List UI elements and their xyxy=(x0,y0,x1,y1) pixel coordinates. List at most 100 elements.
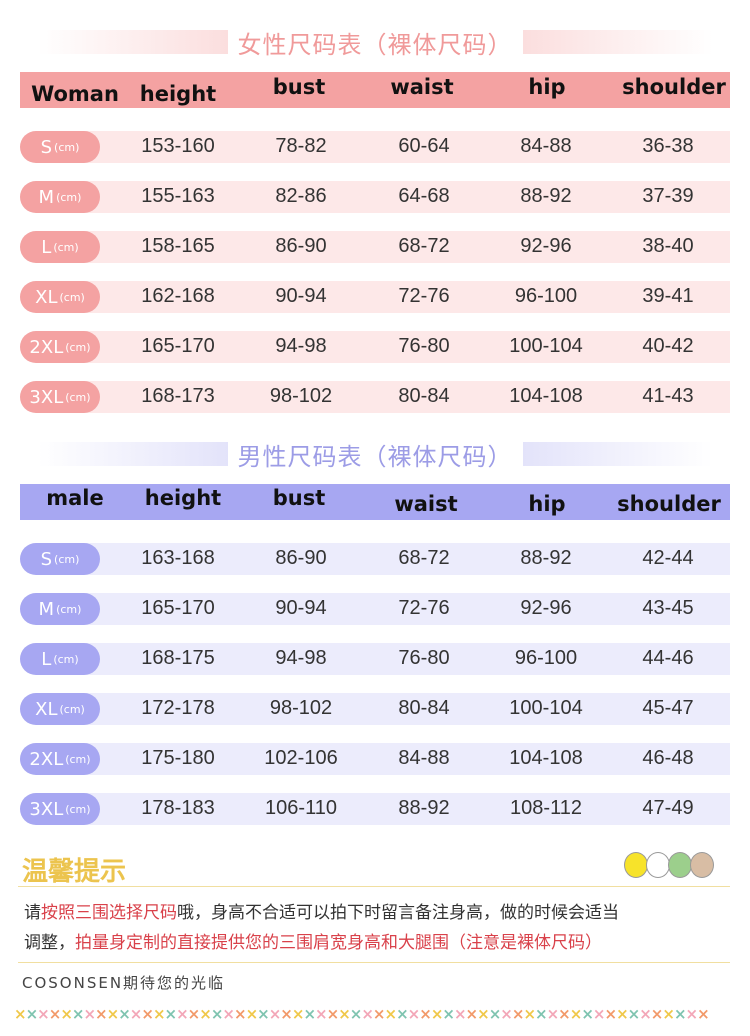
table-cell: 72-76 xyxy=(398,597,450,619)
cross-stitch-border: ××××××××××××××××××××××××××××××××××××××××… xyxy=(14,1005,710,1023)
table-cell: 172-178 xyxy=(141,697,215,719)
table-cell: 106-110 xyxy=(265,797,337,819)
men-header-row: male height bust waist hip shoulder xyxy=(20,484,730,520)
brand-text: COSONSEN期待您的光临 xyxy=(22,974,226,992)
highlighted-text: 拍量身定制的直接提供您的三围肩宽身高和大腿围（注意是裸体尺码） xyxy=(75,933,602,953)
table-cell: 45-47 xyxy=(642,697,694,719)
size-label: 3XL xyxy=(29,386,64,408)
table-row: XL (cm) 162-168 90-94 72-76 96-100 39-41 xyxy=(20,281,730,313)
unit-label: (cm) xyxy=(65,340,91,354)
row-background xyxy=(60,593,730,625)
table-cell: 168-175 xyxy=(141,647,215,669)
row-background xyxy=(60,743,730,775)
size-badge: S (cm) xyxy=(20,543,100,575)
size-label: 2XL xyxy=(29,336,64,358)
table-row: S (cm) 163-168 86-90 68-72 88-92 42-44 xyxy=(20,543,730,575)
size-badge: 2XL (cm) xyxy=(20,331,100,363)
table-cell: 86-90 xyxy=(275,235,327,257)
table-row: L (cm) 158-165 86-90 68-72 92-96 38-40 xyxy=(20,231,730,263)
table-row: 2XL (cm) 175-180 102-106 84-88 104-108 46-48 xyxy=(20,743,730,775)
unit-label: (cm) xyxy=(53,652,79,666)
column-header: shoulder xyxy=(622,75,726,99)
table-row: L (cm) 168-175 94-98 76-80 96-100 44-46 xyxy=(20,643,730,675)
table-cell: 168-173 xyxy=(141,385,215,407)
size-badge: 3XL (cm) xyxy=(20,381,100,413)
row-background xyxy=(60,793,730,825)
table-cell: 82-86 xyxy=(275,185,327,207)
row-background xyxy=(60,181,730,213)
table-cell: 165-170 xyxy=(141,335,215,357)
table-cell: 162-168 xyxy=(141,285,215,307)
row-background xyxy=(60,131,730,163)
size-badge: L (cm) xyxy=(20,643,100,675)
table-cell: 155-163 xyxy=(141,185,215,207)
divider xyxy=(18,962,730,963)
table-row: S (cm) 153-160 78-82 60-64 84-88 36-38 xyxy=(20,131,730,163)
table-row: 3XL (cm) 178-183 106-110 88-92 108-112 47-49 xyxy=(20,793,730,825)
table-cell: 40-42 xyxy=(642,335,694,357)
decor-bar xyxy=(522,442,713,466)
table-cell: 163-168 xyxy=(141,547,215,569)
table-cell: 76-80 xyxy=(398,335,450,357)
table-cell: 88-92 xyxy=(520,185,572,207)
table-cell: 178-183 xyxy=(141,797,215,819)
row-background xyxy=(60,231,730,263)
women-title: 女性尺码表（裸体尺码） xyxy=(237,30,513,59)
row-background xyxy=(60,643,730,675)
column-header: height xyxy=(144,486,222,510)
tip-text: 请 xyxy=(24,903,41,923)
women-header-row: Woman height bust waist hip shoulder xyxy=(20,72,730,108)
column-header: bust xyxy=(272,75,326,99)
size-label: M xyxy=(38,598,55,620)
table-cell: 104-108 xyxy=(509,747,583,769)
unit-label: (cm) xyxy=(56,602,82,616)
table-cell: 94-98 xyxy=(275,647,327,669)
decor-bar xyxy=(37,30,228,54)
size-badge: XL (cm) xyxy=(20,281,100,313)
unit-label: (cm) xyxy=(54,552,80,566)
unit-label: (cm) xyxy=(65,802,91,816)
table-cell: 88-92 xyxy=(520,547,572,569)
table-cell: 98-102 xyxy=(269,697,333,719)
table-cell: 104-108 xyxy=(509,385,583,407)
table-cell: 80-84 xyxy=(398,697,450,719)
size-label: M xyxy=(38,186,55,208)
table-cell: 44-46 xyxy=(642,647,694,669)
tip-text: 哦，身高不合适可以拍下时留言备注身高，做的时候会适当 xyxy=(177,903,619,923)
table-cell: 68-72 xyxy=(398,547,450,569)
men-title: 男性尺码表（裸体尺码） xyxy=(237,442,513,471)
divider xyxy=(18,886,730,887)
table-cell: 78-82 xyxy=(275,135,327,157)
column-header: bust xyxy=(272,486,326,510)
table-cell: 38-40 xyxy=(642,235,694,257)
tip-text: 调整， xyxy=(24,933,75,953)
table-cell: 72-76 xyxy=(398,285,450,307)
table-cell: 86-90 xyxy=(275,547,327,569)
table-cell: 46-48 xyxy=(642,747,694,769)
size-badge: XL (cm) xyxy=(20,693,100,725)
table-cell: 175-180 xyxy=(141,747,215,769)
decor-bar xyxy=(37,442,228,466)
column-header: waist xyxy=(390,75,454,99)
column-header: waist xyxy=(394,492,458,516)
size-label: L xyxy=(41,648,52,670)
table-cell: 39-41 xyxy=(642,285,694,307)
decor-bar xyxy=(522,30,713,54)
table-cell: 88-92 xyxy=(398,797,450,819)
size-label: XL xyxy=(35,698,58,720)
table-cell: 80-84 xyxy=(398,385,450,407)
column-header: Woman xyxy=(31,82,119,106)
size-label: XL xyxy=(35,286,58,308)
tip-line-1: 请按照三围选择尺码哦，身高不合适可以拍下时留言备注身高，做的时候会适当 xyxy=(24,898,619,923)
row-background xyxy=(60,693,730,725)
tip-line-2: 调整，拍量身定制的直接提供您的三围肩宽身高和大腿围（注意是裸体尺码） xyxy=(24,928,602,953)
unit-label: (cm) xyxy=(54,140,80,154)
column-header: hip xyxy=(528,492,566,516)
table-cell: 64-68 xyxy=(398,185,450,207)
table-cell: 43-45 xyxy=(642,597,694,619)
size-label: L xyxy=(41,236,52,258)
size-label: S xyxy=(40,548,53,570)
table-cell: 76-80 xyxy=(398,647,450,669)
table-cell: 96-100 xyxy=(514,285,578,307)
unit-label: (cm) xyxy=(59,702,85,716)
